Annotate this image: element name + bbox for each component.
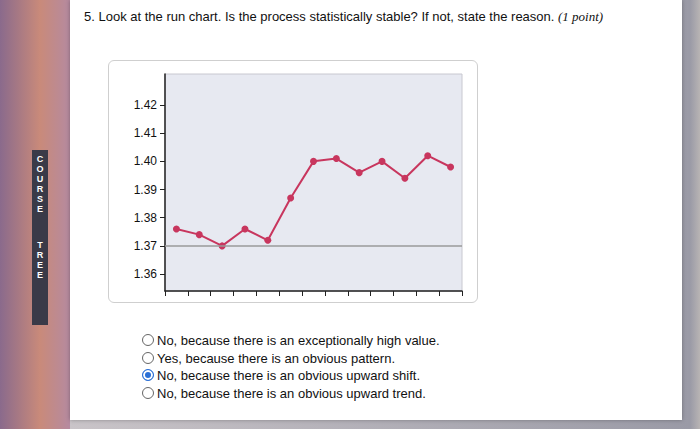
html-text:E: E xyxy=(37,204,43,214)
html-text:5. Look at the run chart. Is t: 5. Look at the run chart. Is the process… xyxy=(84,9,604,24)
html-text:No, because there is an except: No, because there is an exceptionally hi… xyxy=(157,333,440,348)
html-text:O: O xyxy=(36,164,44,174)
svg-text:1.36: 1.36 xyxy=(134,267,158,281)
html-text:C: C xyxy=(36,154,44,164)
html-text:S: S xyxy=(37,194,43,204)
html-text:E: E xyxy=(37,260,43,270)
html-text:No, because there is an obviou: No, because there is an obvious upward s… xyxy=(157,368,420,383)
svg-text:1.40: 1.40 xyxy=(134,154,158,168)
html-text:T: T xyxy=(37,240,43,250)
html-text:No, because there is an obviou: No, because there is an obvious upward t… xyxy=(157,385,426,401)
html-text:E: E xyxy=(37,270,43,280)
html-text:R: R xyxy=(36,184,44,194)
html-text:R: R xyxy=(36,250,44,260)
html-text:Yes, because there is an obvio: Yes, because there is an obvious pattern… xyxy=(157,350,395,366)
svg-text:1.39: 1.39 xyxy=(134,183,158,197)
svg-text:1.38: 1.38 xyxy=(134,211,158,225)
svg-text:1.41: 1.41 xyxy=(134,126,158,140)
svg-text:1.37: 1.37 xyxy=(134,239,158,253)
svg-text:1.42: 1.42 xyxy=(134,98,158,112)
html-text:U: U xyxy=(36,174,44,184)
